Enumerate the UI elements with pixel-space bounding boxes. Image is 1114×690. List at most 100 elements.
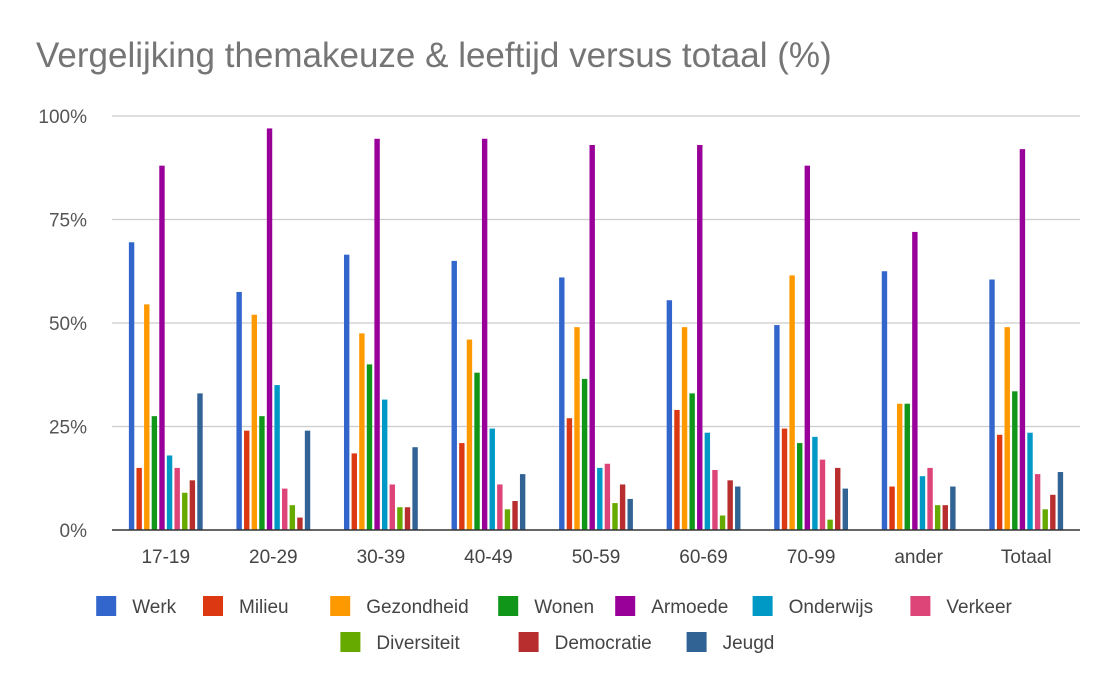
bar-armoede-40-49 bbox=[481, 138, 488, 530]
bar-milieu-40-49 bbox=[459, 443, 465, 530]
bar-milieu-ander bbox=[889, 486, 895, 530]
bar-milieu-20-29 bbox=[244, 430, 250, 530]
bar-gezondheid-20-29 bbox=[251, 314, 258, 530]
legend-item-armoede[interactable]: Armoede bbox=[615, 596, 728, 618]
x-tick-label: 20-29 bbox=[249, 547, 298, 568]
legend-item-onderwijs[interactable]: Onderwijs bbox=[752, 596, 873, 618]
bar-group-60-69 bbox=[666, 144, 741, 531]
bar-democratie-50-59 bbox=[619, 484, 626, 530]
bar-democratie-40-49 bbox=[512, 501, 518, 530]
bar-verkeer-40-49 bbox=[497, 484, 503, 530]
bar-group-ander bbox=[881, 231, 956, 531]
legend-item-milieu[interactable]: Milieu bbox=[203, 596, 289, 618]
bar-onderwijs-Totaal bbox=[1027, 432, 1033, 530]
bar-armoede-ander bbox=[912, 231, 918, 531]
bar-group-40-49 bbox=[451, 138, 526, 530]
legend-swatch bbox=[752, 596, 773, 616]
legend-swatch bbox=[330, 596, 351, 616]
legend-item-verkeer[interactable]: Verkeer bbox=[910, 596, 1013, 618]
bar-jeugd-20-29 bbox=[304, 430, 311, 530]
bar-milieu-17-19 bbox=[136, 467, 142, 530]
bar-onderwijs-17-19 bbox=[166, 455, 173, 530]
bar-group-70-99 bbox=[774, 165, 849, 530]
bar-wonen-40-49 bbox=[474, 372, 480, 530]
legend-swatch bbox=[910, 596, 931, 616]
gridlines bbox=[112, 115, 1080, 428]
legend-item-democratie[interactable]: Democratie bbox=[518, 632, 652, 654]
legend-label: Democratie bbox=[555, 633, 652, 654]
bar-diversiteit-17-19 bbox=[182, 492, 188, 530]
x-tick-label: 30-39 bbox=[357, 547, 406, 568]
x-tick-label: 40-49 bbox=[464, 547, 513, 568]
bar-wonen-60-69 bbox=[689, 393, 695, 530]
bar-verkeer-30-39 bbox=[389, 484, 395, 530]
legend-label: Jeugd bbox=[723, 633, 775, 654]
bar-verkeer-Totaal bbox=[1034, 474, 1041, 530]
bar-democratie-70-99 bbox=[835, 467, 841, 530]
x-tick-label: 17-19 bbox=[141, 547, 190, 568]
bar-milieu-70-99 bbox=[781, 428, 788, 530]
bar-wonen-70-99 bbox=[797, 443, 803, 530]
bar-werk-40-49 bbox=[451, 260, 457, 530]
bar-democratie-20-29 bbox=[297, 517, 303, 530]
bar-verkeer-20-29 bbox=[282, 488, 288, 530]
legend-label: Werk bbox=[132, 597, 176, 618]
bar-armoede-60-69 bbox=[697, 144, 703, 531]
bar-jeugd-50-59 bbox=[627, 498, 633, 530]
legend-label: Verkeer bbox=[946, 597, 1012, 618]
bar-jeugd-40-49 bbox=[519, 474, 526, 530]
bar-werk-60-69 bbox=[666, 300, 673, 530]
bar-group-17-19 bbox=[128, 165, 203, 530]
bar-diversiteit-50-59 bbox=[612, 503, 618, 530]
legend-item-gezondheid[interactable]: Gezondheid bbox=[330, 596, 469, 618]
bar-gezondheid-Totaal bbox=[1004, 327, 1010, 530]
x-axis-labels: 17-19 20-29 30-39 40-49 50-59 60-69 70-99 ander… bbox=[141, 547, 1051, 568]
bar-milieu-50-59 bbox=[566, 418, 573, 530]
bar-onderwijs-40-49 bbox=[489, 428, 495, 530]
bar-democratie-60-69 bbox=[727, 480, 733, 530]
bar-armoede-30-39 bbox=[374, 138, 380, 530]
legend-item-werk[interactable]: Werk bbox=[96, 596, 177, 618]
bar-democratie-Totaal bbox=[1050, 494, 1056, 530]
legend-label: Milieu bbox=[239, 597, 289, 618]
bar-gezondheid-50-59 bbox=[574, 327, 580, 530]
bar-werk-17-19 bbox=[128, 242, 135, 530]
bar-jeugd-30-39 bbox=[412, 447, 418, 530]
bar-onderwijs-ander bbox=[919, 476, 926, 530]
chart-title: Vergelijking themakeuze & leeftijd versu… bbox=[36, 36, 832, 75]
legend-label: Gezondheid bbox=[366, 597, 468, 618]
bar-armoede-Totaal bbox=[1019, 149, 1026, 530]
bar-werk-30-39 bbox=[343, 254, 350, 530]
bar-onderwijs-20-29 bbox=[274, 385, 280, 530]
bar-wonen-30-39 bbox=[366, 364, 373, 530]
legend-item-diversiteit[interactable]: Diversiteit bbox=[340, 632, 461, 654]
bar-diversiteit-40-49 bbox=[504, 509, 511, 530]
legend-swatch bbox=[203, 596, 223, 616]
bar-verkeer-17-19 bbox=[174, 467, 180, 530]
bar-werk-ander bbox=[881, 271, 888, 530]
bar-group-Totaal bbox=[989, 149, 1064, 530]
bar-diversiteit-30-39 bbox=[397, 507, 403, 530]
legend[interactable]: Werk Milieu Gezondheid Wonen Armoede Onderwij… bbox=[96, 596, 1013, 654]
bar-diversiteit-70-99 bbox=[827, 519, 833, 530]
x-tick-label: 50-59 bbox=[572, 547, 621, 568]
legend-label: Diversiteit bbox=[376, 633, 460, 654]
bar-werk-Totaal bbox=[989, 279, 995, 530]
y-tick-label: 50% bbox=[49, 314, 87, 335]
bar-armoede-50-59 bbox=[589, 144, 595, 531]
legend-item-jeugd[interactable]: Jeugd bbox=[686, 632, 775, 654]
bar-onderwijs-70-99 bbox=[812, 436, 818, 530]
bar-verkeer-ander bbox=[927, 467, 933, 530]
bar-wonen-ander bbox=[904, 403, 910, 530]
bar-democratie-30-39 bbox=[404, 507, 411, 530]
bar-werk-20-29 bbox=[236, 291, 242, 530]
bar-gezondheid-ander bbox=[896, 403, 903, 530]
bar-verkeer-70-99 bbox=[819, 459, 826, 530]
legend-item-wonen[interactable]: Wonen bbox=[498, 596, 594, 618]
bar-wonen-50-59 bbox=[581, 378, 588, 530]
y-tick-label: 25% bbox=[49, 418, 87, 439]
legend-swatch bbox=[518, 632, 539, 652]
bar-verkeer-50-59 bbox=[604, 463, 611, 530]
bar-onderwijs-60-69 bbox=[704, 432, 711, 530]
